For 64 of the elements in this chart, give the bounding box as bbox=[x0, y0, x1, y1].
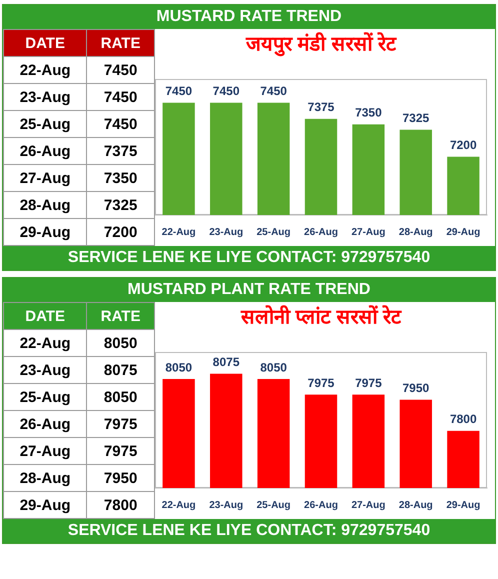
x-tick-label: 26-Aug bbox=[304, 226, 338, 238]
y-tick-label: 27-Aug bbox=[4, 164, 87, 192]
data-label: 8050 bbox=[260, 360, 288, 374]
data-label: 8075 bbox=[86, 356, 154, 384]
y-tick-label: 22-Aug bbox=[4, 330, 87, 356]
data-label: 7325 bbox=[86, 192, 154, 218]
x-tick-label: RATE bbox=[86, 302, 154, 330]
chart-subtitle: जयपुर मंडी सरसों रेट bbox=[245, 32, 397, 57]
x-tick-label: 23-Aug bbox=[209, 226, 244, 238]
data-label: 7375 bbox=[86, 138, 154, 164]
x-tick-label: 27-Aug bbox=[351, 500, 386, 511]
chart-subtitle: सलोनी प्लांट सरसों रेट bbox=[240, 304, 402, 329]
y-tick-label: 23-Aug bbox=[4, 84, 87, 110]
x-tick-label: 25-Aug bbox=[256, 226, 291, 238]
data-label: 7450 bbox=[86, 56, 154, 84]
x-tick-label: 29-Aug bbox=[446, 500, 480, 511]
data-label: 8050 bbox=[86, 384, 154, 410]
y-axis-title: DATE bbox=[4, 30, 87, 56]
y-tick-label: 25-Aug bbox=[4, 110, 87, 138]
text: SERVICE LENE KE LIYE CONTACT: 9729757540 bbox=[3, 519, 495, 543]
chart-title: MUSTARD RATE TREND bbox=[3, 5, 495, 29]
x-tick-label: 27-Aug bbox=[351, 226, 386, 238]
y-tick-label: 25-Aug bbox=[4, 384, 87, 410]
x-tick-label: 26-Aug bbox=[304, 500, 338, 511]
y-tick-label: 23-Aug bbox=[4, 356, 87, 384]
y-tick-label: 22-Aug bbox=[4, 56, 87, 84]
y-tick-label: 28-Aug bbox=[4, 192, 87, 218]
x-tick-label: 22-Aug bbox=[162, 500, 196, 511]
data-label: 7800 bbox=[86, 492, 154, 518]
y-tick-label: 28-Aug bbox=[4, 464, 87, 492]
text: SERVICE LENE KE LIYE CONTACT: 9729757540 bbox=[3, 246, 495, 270]
data-label: 7200 bbox=[450, 138, 477, 152]
data-label: 7450 bbox=[86, 84, 154, 110]
data-label: 7950 bbox=[402, 381, 430, 396]
data-label: 7950 bbox=[86, 464, 154, 492]
x-tick-label: 28-Aug bbox=[398, 500, 433, 511]
data-label: 7450 bbox=[86, 110, 154, 138]
data-label: 7450 bbox=[165, 84, 192, 98]
data-label: 7975 bbox=[86, 410, 154, 438]
x-tick-label: RATE bbox=[86, 30, 154, 56]
data-label: 7975 bbox=[355, 376, 382, 390]
data-label: 7350 bbox=[355, 106, 382, 120]
data-label: 7325 bbox=[402, 111, 430, 126]
x-tick-label: 25-Aug bbox=[256, 500, 291, 511]
x-tick-label: 29-Aug bbox=[446, 226, 480, 238]
y-axis-title: DATE bbox=[4, 302, 87, 330]
data-label: 8050 bbox=[86, 330, 154, 356]
data-label: 8050 bbox=[165, 360, 192, 374]
x-tick-label: 23-Aug bbox=[209, 500, 244, 511]
chart-title: MUSTARD PLANT RATE TREND bbox=[3, 278, 495, 302]
y-tick-label: 27-Aug bbox=[4, 438, 87, 464]
data-label: 7200 bbox=[86, 218, 154, 246]
data-label: 7450 bbox=[212, 84, 240, 98]
data-label: 7450 bbox=[260, 84, 288, 98]
data-label: 7975 bbox=[308, 376, 335, 390]
y-tick-label: 26-Aug bbox=[4, 410, 87, 438]
data-label: 7975 bbox=[86, 438, 154, 464]
data-label: 7350 bbox=[86, 164, 154, 192]
data-label: 7375 bbox=[308, 100, 335, 114]
data-label: 7800 bbox=[450, 412, 477, 426]
data-label: 8075 bbox=[212, 355, 240, 370]
x-tick-label: 28-Aug bbox=[398, 226, 433, 238]
y-tick-label: 26-Aug bbox=[4, 138, 87, 164]
x-tick-label: 22-Aug bbox=[162, 226, 196, 238]
